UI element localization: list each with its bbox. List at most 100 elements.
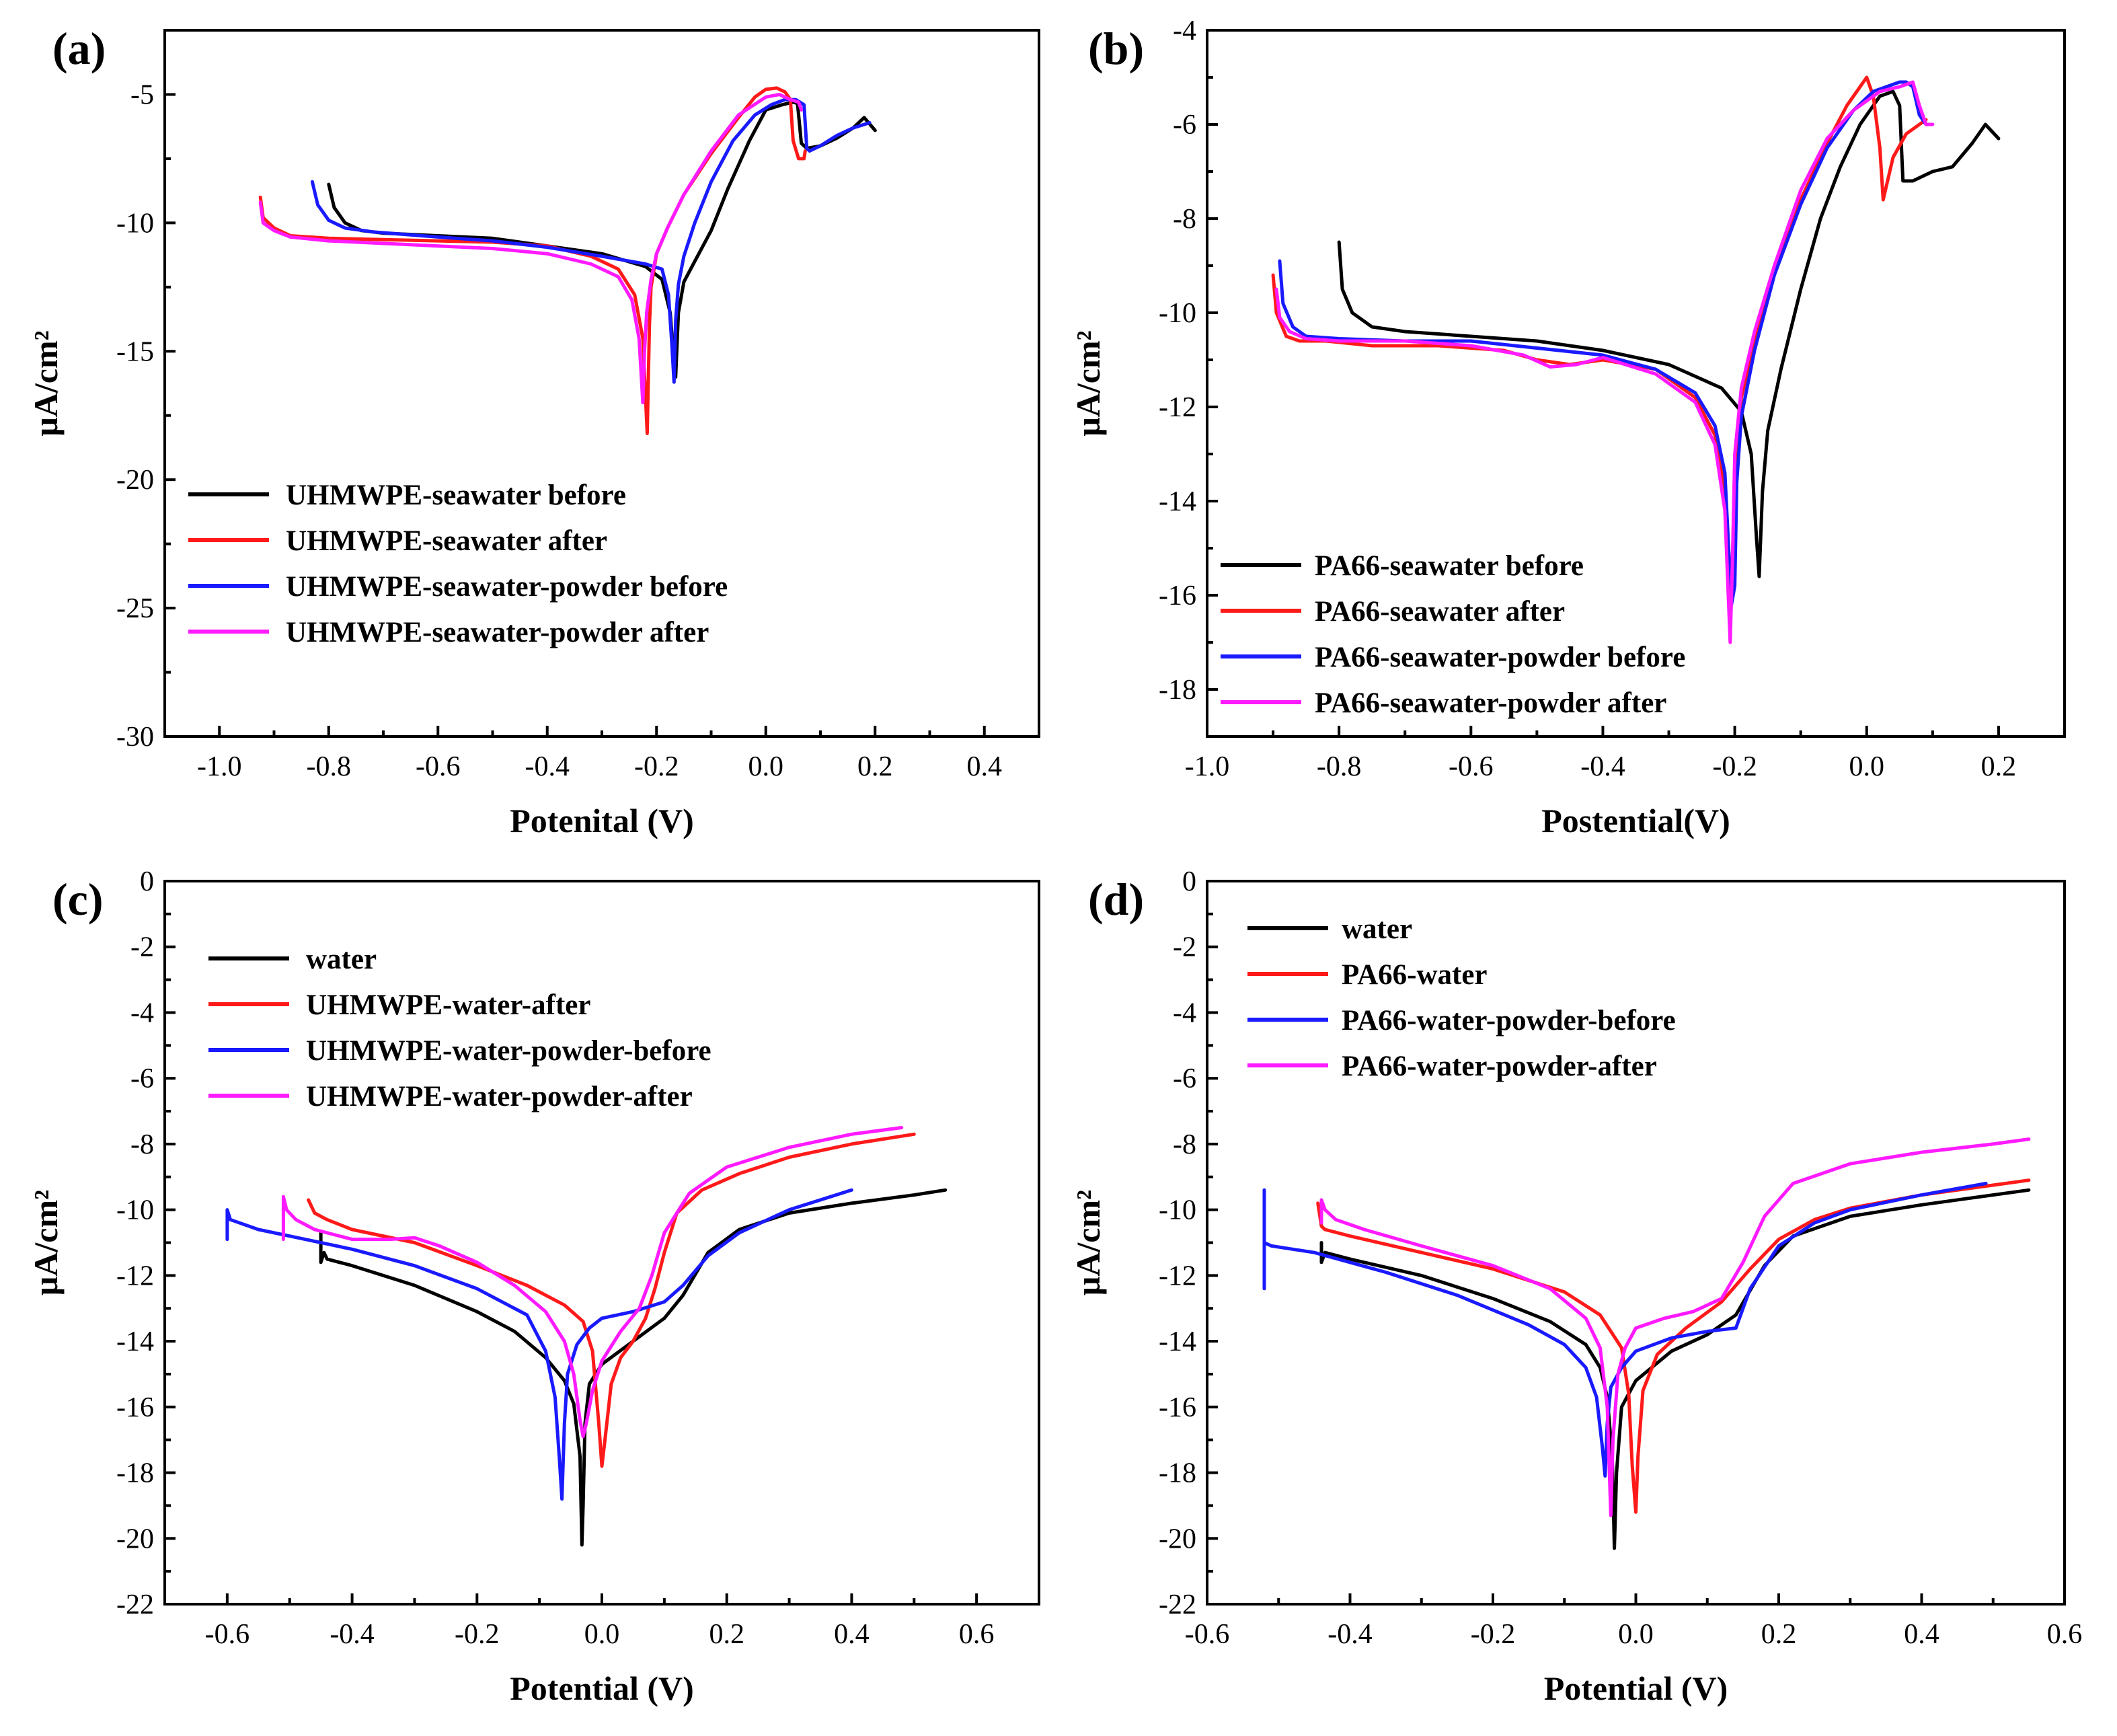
y-tick-label: -6 [1173,110,1196,141]
x-tick-label: 0.2 [1761,1619,1797,1650]
x-tick-label: -1.0 [197,751,242,782]
x-tick-label: -0.4 [1327,1619,1373,1650]
y-axis-title: μA/cm² [27,330,65,436]
x-tick-label: 0.0 [748,751,784,782]
x-tick-label: -0.8 [307,751,352,782]
legend-entry: PA66-water [1342,959,1488,991]
y-tick-label: -18 [1159,675,1196,706]
x-tick-label: -0.2 [455,1619,500,1650]
x-tick-label: 0.0 [1849,751,1885,782]
panel-b: -1.0 -0.8 -0.6 -0.4 -0.2 0.0 0.2 -18 -16 -14 -12 -1… [1069,15,2066,839]
x-tick-label: 0.4 [834,1619,870,1650]
y-tick-label: -15 [116,336,154,367]
x-tick-label: 0.4 [967,751,1003,782]
y-tick-label: -20 [1159,1523,1196,1554]
series-line-black [1337,89,2001,578]
y-tick-label: -25 [116,593,154,624]
x-tick-label: -0.6 [416,751,461,782]
x-tick-label: 0.2 [709,1619,744,1650]
series-line-blue [225,1188,853,1501]
y-tick-label: -16 [1159,580,1196,611]
legend-entry: PA66-water-powder-before [1342,1005,1676,1036]
y-axis-title: μA/cm² [1069,330,1107,436]
y-tick-label: -8 [1173,1129,1196,1160]
x-tick-label: -0.6 [1185,1619,1230,1650]
x-tick-label: -0.6 [1449,751,1494,782]
series-line-magenta [1274,80,1935,644]
series-line-blue [1262,1182,1988,1478]
legend-entry: UHMWPE-seawater-powder before [286,571,728,603]
x-tick-label: -0.6 [205,1619,250,1650]
y-tick-label: -22 [1159,1589,1196,1620]
x-tick-label: 0.2 [1981,751,2017,782]
y-axis-title: μA/cm² [27,1190,65,1295]
y-tick-label: -6 [1173,1063,1196,1094]
x-tick-label: -0.4 [1580,751,1625,782]
panel-label: (b) [1088,23,1144,74]
x-axis-title: Potential (V) [510,1669,694,1707]
x-tick-label: -1.0 [1185,751,1230,782]
series-line-blue [1278,80,1928,607]
legend-entry: UHMWPE-water-powder-before [306,1035,711,1067]
y-tick-label: -10 [116,1195,154,1226]
y-tick-label: -4 [1173,997,1196,1028]
y-tick-label: -16 [1159,1392,1196,1423]
y-tick-label: -10 [1159,298,1196,329]
y-tick-label: -16 [116,1392,154,1423]
y-tick-label: -14 [1159,486,1196,517]
series-line-magenta [281,1126,904,1439]
legend-entry: water [306,944,377,975]
y-tick-label: -14 [116,1326,154,1357]
panel-d: -0.6 -0.4 -0.2 0.0 0.2 0.4 0.6-22-20-18-16-14-… [1069,866,2082,1707]
legend-entry: PA66-seawater-powder after [1315,687,1666,719]
series-line-red [1316,1178,2031,1514]
y-axis-title: μA/cm² [1069,1190,1107,1295]
y-tick-label: -8 [1173,204,1196,235]
x-tick-label: -0.2 [1712,751,1757,782]
series-line-red [307,1132,916,1468]
series-line-red [1271,75,1928,621]
y-tick-label: -22 [116,1589,154,1620]
legend-entry: UHMWPE-seawater after [286,525,607,557]
plot-frame [163,880,1040,1606]
legend-entry: PA66-seawater-powder before [1315,642,1685,673]
x-tick-label: 0.6 [959,1619,995,1650]
y-tick-label: -12 [1159,392,1196,423]
y-tick-label: -20 [116,465,154,496]
legend-entry: UHMWPE-water-after [306,989,590,1021]
legend-entry: PA66-seawater before [1315,550,1584,582]
y-tick-label: -14 [1159,1326,1196,1357]
legend-entry: water [1342,913,1412,945]
series-line-magenta [258,93,804,405]
legend-entry: PA66-water-powder-after [1342,1051,1657,1082]
y-tick-label: -2 [1173,932,1196,963]
y-tick-label: -12 [1159,1260,1196,1291]
series-line-black [319,1188,948,1547]
y-tick-label: -30 [116,722,154,753]
panel-c: -0.6 -0.4 -0.2 0.0 0.2 0.4 0.6-22-20-18-16-14-… [27,866,1040,1707]
y-tick-label: 0 [140,866,154,897]
x-tick-label: 0.6 [2047,1619,2083,1650]
series-line-magenta [1319,1137,2031,1517]
panel-label: (d) [1088,874,1144,925]
legend-entry: UHMWPE-seawater-powder after [286,617,709,648]
x-tick-label: -0.2 [1471,1619,1516,1650]
y-tick-label: -6 [130,1063,154,1094]
x-tick-label: -0.4 [330,1619,375,1650]
legend-entry: UHMWPE-seawater before [286,480,626,511]
panel-label: (c) [52,874,103,925]
series-line-black [1319,1188,2031,1550]
x-tick-label: 0.2 [857,751,893,782]
y-tick-label: -20 [116,1523,154,1554]
panel-label: (a) [52,23,106,74]
x-axis-title: Potential (V) [1544,1669,1728,1707]
y-tick-label: -4 [130,997,154,1028]
legend-entry: UHMWPE-water-powder-after [306,1081,693,1112]
y-tick-label: -12 [116,1260,154,1291]
x-tick-label: -0.2 [634,751,679,782]
x-tick-label: -0.4 [525,751,570,782]
y-tick-label: -4 [1173,15,1196,46]
x-tick-label: -0.8 [1317,751,1362,782]
y-tick-label: 0 [1182,866,1196,897]
